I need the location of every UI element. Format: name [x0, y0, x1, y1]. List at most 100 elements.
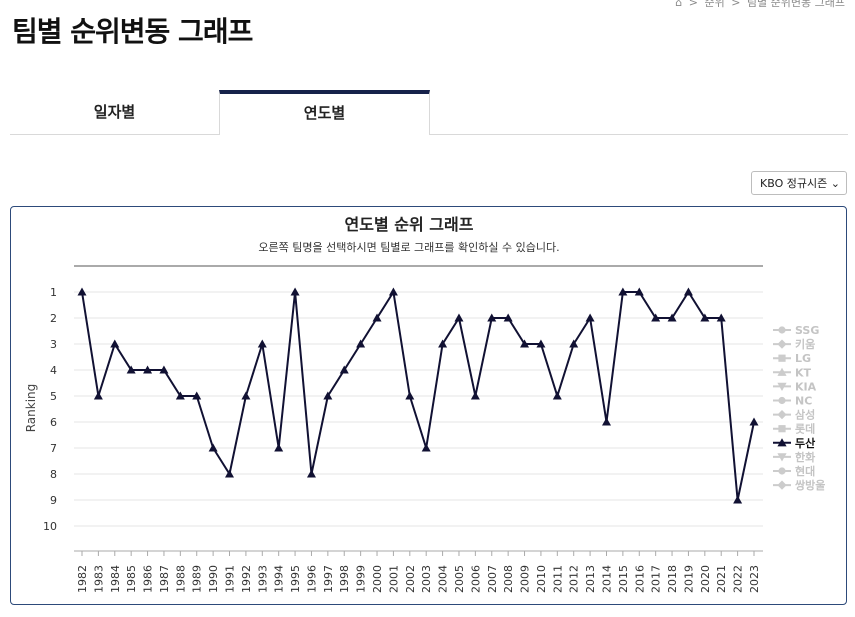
data-point[interactable]	[208, 443, 218, 452]
data-point[interactable]	[405, 391, 415, 400]
x-tick-label: 1986	[142, 565, 155, 593]
legend-marker	[777, 382, 787, 391]
chevron-right-icon: >	[688, 0, 698, 9]
data-point[interactable]	[503, 313, 513, 322]
breadcrumb: ⌂ > 순위 > 팀별 순위변동 그래프	[675, 0, 845, 10]
breadcrumb-item-current: 팀별 순위변동 그래프	[746, 0, 845, 9]
data-point[interactable]	[487, 313, 497, 322]
legend-label: NC	[795, 395, 812, 408]
chevron-right-icon: >	[731, 0, 741, 9]
data-point[interactable]	[339, 365, 349, 374]
legend-item[interactable]: 삼성	[773, 408, 815, 422]
data-point[interactable]	[356, 339, 366, 348]
data-point[interactable]	[733, 495, 743, 504]
data-point[interactable]	[257, 339, 267, 348]
season-select[interactable]: KBO 정규시즌 ⌄	[751, 171, 847, 195]
data-point[interactable]	[700, 313, 710, 322]
x-tick-label: 2000	[371, 565, 384, 593]
data-point[interactable]	[388, 287, 398, 296]
x-tick-label: 1995	[289, 565, 302, 593]
chart-subtitle: 오른쪽 팀명을 선택하시면 팀별로 그래프를 확인하실 수 있습니다.	[258, 240, 559, 254]
legend-item[interactable]: 현대	[773, 464, 815, 478]
x-tick-label: 1998	[338, 565, 351, 593]
y-tick-label: 3	[50, 338, 57, 351]
data-point[interactable]	[520, 339, 530, 348]
x-tick-label: 1984	[109, 565, 122, 593]
legend-item[interactable]: 롯데	[773, 422, 815, 436]
data-point[interactable]	[618, 287, 628, 296]
data-point[interactable]	[536, 339, 546, 348]
data-point[interactable]	[143, 365, 153, 374]
data-point[interactable]	[470, 391, 480, 400]
page-title: 팀별 순위변동 그래프	[12, 15, 253, 48]
data-point[interactable]	[175, 391, 185, 400]
y-tick-label: 6	[50, 416, 57, 429]
tab-daily[interactable]: 일자별	[93, 103, 136, 121]
legend-item[interactable]: 키움	[773, 337, 815, 351]
data-point[interactable]	[585, 313, 595, 322]
x-tick-label: 1994	[273, 565, 286, 593]
series-line[interactable]	[81, 289, 755, 501]
legend-marker	[777, 410, 787, 420]
legend-item[interactable]: 두산	[773, 436, 815, 450]
home-icon[interactable]: ⌂	[675, 0, 683, 9]
data-point[interactable]	[290, 287, 300, 296]
y-tick-label: 1	[50, 286, 57, 299]
data-point[interactable]	[225, 469, 235, 478]
y-tick-label: 4	[50, 364, 57, 377]
data-point[interactable]	[601, 417, 611, 426]
data-point[interactable]	[77, 287, 87, 296]
x-tick-label: 2004	[437, 565, 450, 593]
data-point[interactable]	[683, 287, 693, 296]
legend-item[interactable]: NC	[773, 395, 812, 408]
data-point[interactable]	[421, 443, 431, 452]
x-tick-label: 2022	[732, 565, 745, 593]
data-point[interactable]	[749, 417, 759, 426]
data-point[interactable]	[323, 391, 333, 400]
legend-label: 현대	[795, 464, 815, 478]
x-tick-label: 2003	[420, 565, 433, 593]
data-point[interactable]	[241, 391, 251, 400]
x-tick-label: 2016	[633, 565, 646, 593]
legend-item[interactable]: 쌍방울	[773, 478, 825, 492]
x-tick-label: 2007	[486, 565, 499, 593]
legend-marker	[777, 453, 787, 462]
data-point[interactable]	[438, 339, 448, 348]
data-point[interactable]	[93, 391, 103, 400]
y-tick-label: 9	[50, 494, 57, 507]
breadcrumb-item-rank[interactable]: 순위	[704, 0, 725, 9]
data-point[interactable]	[716, 313, 726, 322]
legend-item[interactable]: KIA	[773, 380, 817, 393]
legend-item[interactable]: SSG	[773, 324, 819, 337]
legend-item[interactable]: KT	[773, 366, 812, 379]
data-point[interactable]	[274, 443, 284, 452]
data-point[interactable]	[159, 365, 169, 374]
data-point[interactable]	[634, 287, 644, 296]
x-tick-label: 2001	[387, 565, 400, 593]
data-point[interactable]	[126, 365, 136, 374]
legend-label: KT	[795, 366, 812, 379]
x-tick-label: 2019	[682, 565, 695, 593]
legend-label: 삼성	[795, 408, 815, 422]
tab-bar: 일자별 연도별	[10, 90, 848, 135]
tab-yearly[interactable]: 연도별	[219, 90, 430, 135]
legend-marker	[778, 326, 786, 334]
data-point[interactable]	[667, 313, 677, 322]
data-point[interactable]	[306, 469, 316, 478]
data-point[interactable]	[192, 391, 202, 400]
legend-item[interactable]: 한화	[773, 450, 815, 464]
x-tick-label: 1988	[174, 565, 187, 593]
data-point[interactable]	[454, 313, 464, 322]
data-point[interactable]	[372, 313, 382, 322]
x-tick-label: 2013	[584, 565, 597, 593]
data-point[interactable]	[651, 313, 661, 322]
x-tick-label: 1990	[207, 565, 220, 593]
legend-item[interactable]: LG	[773, 352, 811, 365]
data-point[interactable]	[552, 391, 562, 400]
data-point[interactable]	[569, 339, 579, 348]
legend-marker	[777, 367, 787, 376]
data-point[interactable]	[110, 339, 120, 348]
x-tick-label: 2020	[699, 565, 712, 593]
x-tick-label: 2009	[519, 565, 532, 593]
legend-marker	[777, 438, 787, 447]
